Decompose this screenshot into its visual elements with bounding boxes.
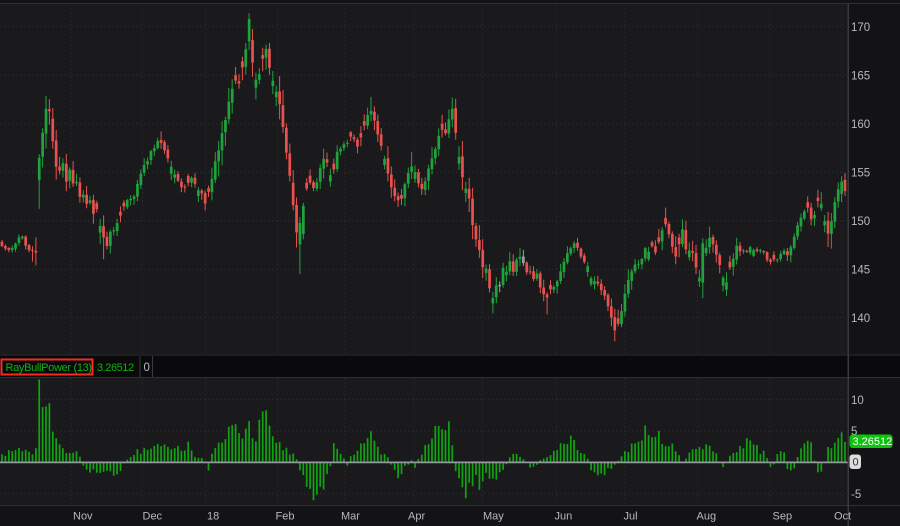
svg-text:Nov: Nov <box>73 511 93 523</box>
svg-text:0: 0 <box>144 362 150 374</box>
svg-text:RayBullPower (13): RayBullPower (13) <box>6 362 92 374</box>
svg-text:5: 5 <box>851 426 857 438</box>
svg-text:Sep: Sep <box>773 511 793 523</box>
svg-text:170: 170 <box>851 22 870 34</box>
svg-text:Aug: Aug <box>697 511 717 523</box>
svg-text:Dec: Dec <box>143 511 163 523</box>
svg-text:18: 18 <box>207 511 219 523</box>
svg-text:3.26512: 3.26512 <box>853 436 893 448</box>
svg-text:140: 140 <box>851 313 870 325</box>
svg-text:May: May <box>483 511 504 523</box>
svg-text:10: 10 <box>851 395 864 407</box>
svg-text:Feb: Feb <box>276 511 295 523</box>
svg-text:-5: -5 <box>851 489 861 501</box>
svg-text:165: 165 <box>851 70 870 82</box>
svg-text:Jul: Jul <box>624 511 638 523</box>
svg-text:3.26512: 3.26512 <box>97 362 134 374</box>
svg-text:155: 155 <box>851 167 870 179</box>
svg-text:Apr: Apr <box>408 511 425 523</box>
svg-text:Oct: Oct <box>834 511 851 523</box>
svg-text:150: 150 <box>851 216 870 228</box>
svg-text:145: 145 <box>851 264 870 276</box>
svg-text:0: 0 <box>853 457 859 469</box>
svg-text:160: 160 <box>851 119 870 131</box>
svg-text:Mar: Mar <box>341 511 360 523</box>
svg-text:Jun: Jun <box>555 511 573 523</box>
